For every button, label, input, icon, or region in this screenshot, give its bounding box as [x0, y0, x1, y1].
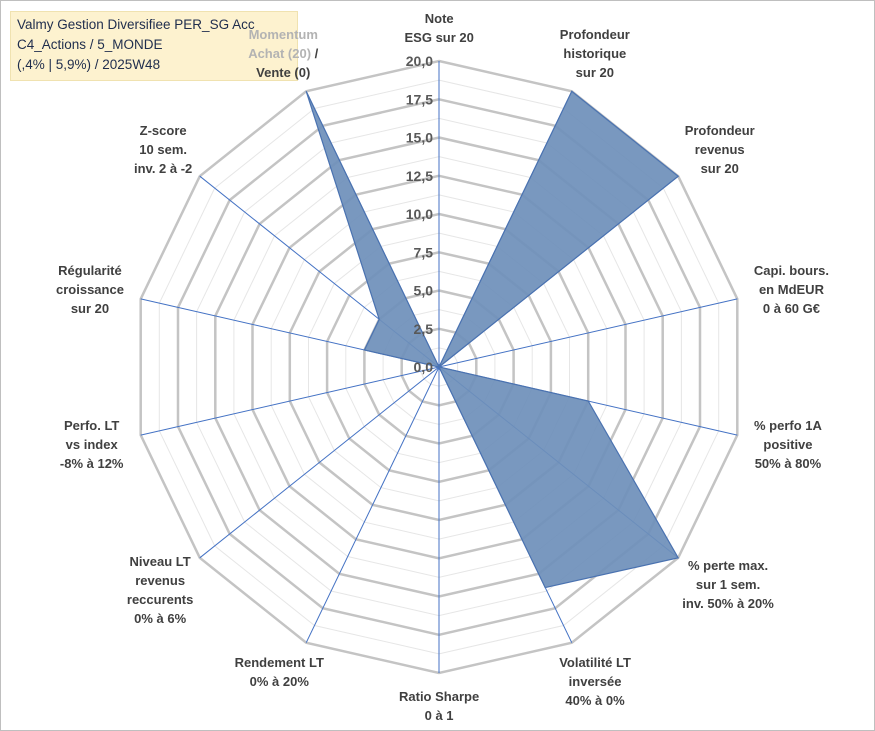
axis-label-line: Volatilité LT [559, 654, 631, 670]
axis-label-line: revenus [694, 142, 745, 158]
tick-label: 20,0 [406, 53, 433, 69]
axis-label-line: en MdEUR [758, 282, 824, 297]
axis-label-line: Vente (0) [256, 64, 311, 80]
axis-label-line: Z-score [139, 123, 187, 139]
axis-label-line: Perfo. LT [64, 418, 120, 433]
tick-label: 7,5 [414, 244, 434, 260]
axis-label: Note ESG sur 20 [405, 9, 474, 47]
axis-label-line: ESG sur 20 [404, 30, 474, 45]
radial-tick-labels: 0,0 2,5 5,0 7,5 10,0 12,5 15,0 17,5 20,0 [406, 53, 433, 375]
axis-label-line: revenus [135, 573, 186, 589]
axis-label-line: Ratio Sharpe [399, 689, 480, 704]
tick-label: 12,5 [406, 168, 433, 184]
axis-label: Z-score 10 sem. inv. 2 à -2 [134, 121, 192, 178]
axis-label: Capi. bours. en MdEUR 0 à 60 G€ [754, 261, 829, 318]
tick-label: 10,0 [406, 206, 433, 222]
tick-label: 15,0 [406, 130, 433, 146]
series-polygon [305, 90, 680, 589]
title-line-1: Valmy Gestion Diversifiee PER_SG Acc [17, 17, 255, 32]
axis-label: Volatilité LT inversée 40% à 0% [559, 653, 631, 710]
axis-label: Ratio Sharpe 0 à 1 [399, 687, 479, 725]
axis-label-line: sur 20 [70, 301, 110, 316]
axis-label-line: inv. 50% à 20% [682, 595, 774, 611]
axis-spoke [140, 366, 440, 436]
axis-label-line: croissance [56, 282, 124, 297]
tick-label: 5,0 [414, 283, 434, 299]
axis-label-line: 0% à 6% [134, 611, 187, 627]
axis-label: Profondeur historique sur 20 [560, 25, 630, 82]
axis-label-line: 0% à 20% [249, 674, 309, 690]
axis-label-line: Rendement LT [234, 655, 324, 671]
axis-label-line: inv. 2 à -2 [134, 161, 193, 177]
axis-label-line: Capi. bours. [753, 263, 830, 278]
axis-label-line: % perfo 1A [754, 418, 822, 433]
axis-label-line: Profondeur [559, 26, 630, 42]
tick-label: 2,5 [414, 321, 434, 337]
axis-label: Momentum Achat (20) / Vente (0) [248, 25, 318, 82]
axis-label: % perte max. sur 1 sem. inv. 50% à 20% [682, 556, 774, 613]
axis-label: Perfo. LT vs index -8% à 12% [60, 416, 124, 473]
axis-label: Niveau LT revenus reccurents 0% à 6% [127, 552, 193, 628]
axis-label-line: -8% à 12% [59, 456, 124, 471]
axis-label-line: 0 à 1 [424, 708, 454, 723]
axis-label-line: reccurents [126, 592, 194, 608]
axis-label-line: inversée [568, 673, 622, 689]
axis-label-line: positive [763, 437, 813, 452]
axis-label-line: Régularité [58, 263, 122, 278]
title-line-3: (,4% | 5,9%) / 2025W48 [17, 57, 161, 72]
axis-spoke [305, 366, 440, 643]
axis-label-line: Profondeur [684, 123, 755, 139]
axis-label-line: 40% à 0% [565, 692, 625, 708]
axis-label-line: Niveau LT [129, 554, 191, 570]
axis-label-line: 10 sem. [139, 142, 187, 158]
axis-label-line: 50% à 80% [754, 456, 822, 471]
axis-label: Rendement LT 0% à 20% [235, 653, 324, 691]
axis-label-line: sur 20 [700, 161, 739, 177]
axis-label-line: sur 20 [575, 64, 614, 80]
axis-spoke [199, 366, 440, 559]
series-area [305, 90, 680, 589]
title-line-2: C4_Actions / 5_MONDE [17, 37, 163, 52]
axis-label-muted: Achat (20) [248, 45, 312, 61]
axis-label-line: 0 à 60 G€ [762, 301, 820, 316]
axis-label-line: Note [424, 11, 454, 26]
tick-label: 0,0 [414, 359, 434, 375]
axis-label-muted: Momentum [248, 26, 318, 42]
axis-label-text: / [311, 45, 319, 61]
axis-label: Profondeur revenus sur 20 [685, 121, 755, 178]
axis-label-line: vs index [65, 437, 118, 452]
axis-label-line: % perte max. [687, 557, 769, 573]
tick-label: 17,5 [406, 91, 433, 107]
chart-title: Valmy Gestion Diversifiee PER_SG Acc C4_… [10, 11, 298, 81]
axis-label-line: sur 1 sem. [695, 576, 761, 592]
axis-spoke [438, 298, 738, 368]
axis-label-line: historique [563, 45, 627, 61]
axis-label: Régularité croissance sur 20 [56, 261, 124, 318]
axis-label-line: Achat (20) / [248, 44, 318, 63]
axis-label-line: Momentum [248, 25, 318, 44]
axis-label: % perfo 1A positive 50% à 80% [754, 416, 822, 473]
